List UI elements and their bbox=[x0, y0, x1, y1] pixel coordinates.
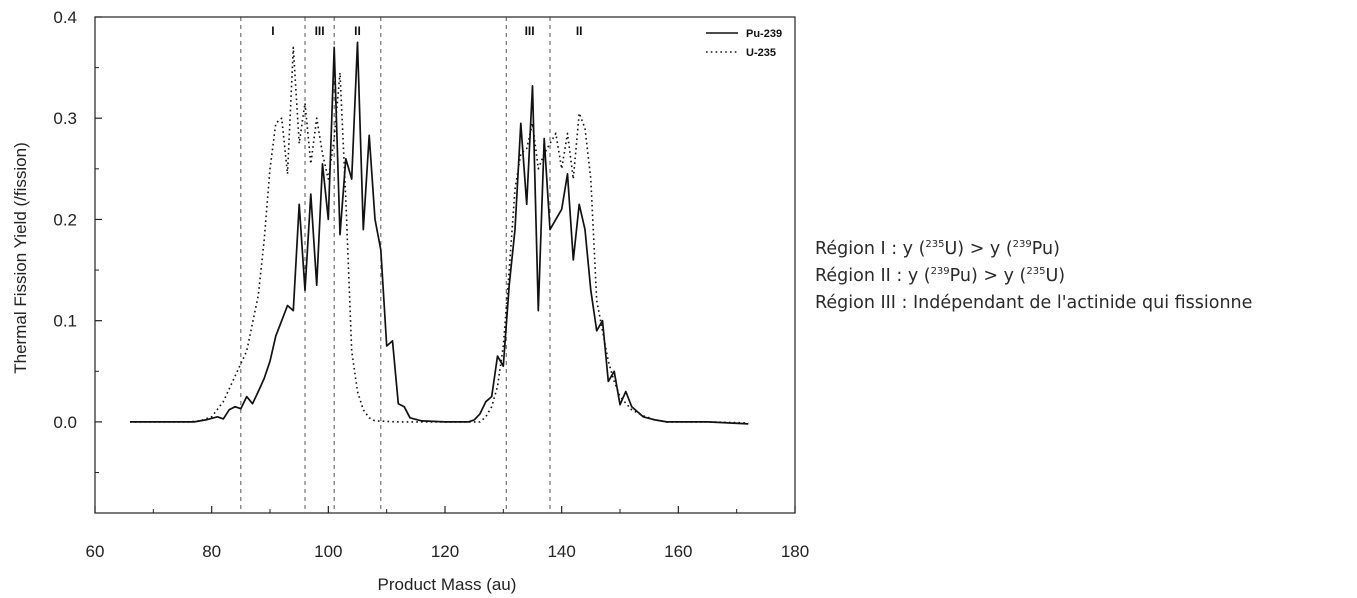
chart-series bbox=[130, 41, 749, 425]
y-tick-label: 0.0 bbox=[53, 413, 77, 432]
legend-label-pu239: Pu-239 bbox=[746, 28, 782, 40]
note-text: U) bbox=[1045, 266, 1066, 286]
note-text: Région I : y ( bbox=[815, 239, 926, 259]
note-superscript: 239 bbox=[1012, 239, 1032, 250]
series-line-u235 bbox=[130, 46, 749, 424]
y-axis-title: Thermal Fission Yield (/fission) bbox=[11, 142, 30, 373]
x-tick-label: 140 bbox=[547, 542, 575, 561]
x-tick-label: 120 bbox=[431, 542, 459, 561]
region-label: II bbox=[354, 24, 361, 38]
note-superscript: 235 bbox=[925, 239, 945, 250]
region-labels: I III II III II bbox=[271, 24, 582, 38]
note-text: Pu) > y ( bbox=[949, 266, 1027, 286]
x-tick-label: 160 bbox=[664, 542, 692, 561]
x-tick-label: 60 bbox=[86, 542, 105, 561]
legend: Pu-239 U-235 bbox=[706, 28, 782, 59]
note-superscript: 235 bbox=[1026, 266, 1046, 277]
axis-ticks: 60 80 100 120 140 160 180 0.0 0.1 0.2 0.3 0.4 bbox=[53, 8, 809, 561]
note-region-1: Région I : y (235U) > y (239Pu) bbox=[815, 236, 1252, 263]
y-tick-label: 0.3 bbox=[53, 109, 77, 128]
note-text: U) > y ( bbox=[944, 239, 1013, 259]
x-tick-label: 100 bbox=[314, 542, 342, 561]
y-tick-label: 0.4 bbox=[53, 8, 77, 27]
note-region-3: Région III : Indépendant de l'actinide q… bbox=[815, 290, 1252, 317]
note-region-2: Région II : y (239Pu) > y (235U) bbox=[815, 263, 1252, 290]
x-tick-label: 180 bbox=[781, 542, 809, 561]
x-axis-title: Product Mass (au) bbox=[378, 575, 517, 594]
region-boundaries bbox=[240, 17, 551, 513]
y-tick-label: 0.1 bbox=[53, 312, 77, 331]
note-text: Région III : Indépendant de l'actinide q… bbox=[815, 293, 1253, 313]
region-label: III bbox=[315, 24, 325, 38]
region-label: I bbox=[271, 24, 274, 38]
region-label: III bbox=[525, 24, 535, 38]
x-tick-label: 80 bbox=[202, 542, 221, 561]
note-superscript: 239 bbox=[930, 266, 950, 277]
plot-frame bbox=[94, 16, 796, 514]
legend-label-u235: U-235 bbox=[746, 47, 776, 59]
series-line-pu239 bbox=[130, 41, 749, 425]
y-tick-label: 0.2 bbox=[53, 210, 77, 229]
note-text: Pu) bbox=[1031, 239, 1060, 259]
region-notes: Région I : y (235U) > y (239Pu) Région I… bbox=[815, 236, 1252, 317]
region-label: II bbox=[576, 24, 583, 38]
note-text: Région II : y ( bbox=[815, 266, 931, 286]
